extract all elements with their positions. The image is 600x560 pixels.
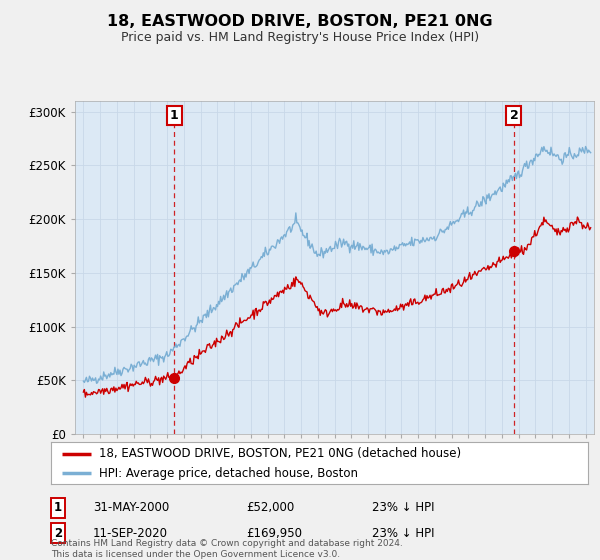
Text: 2: 2 [54,526,62,540]
Text: 18, EASTWOOD DRIVE, BOSTON, PE21 0NG (detached house): 18, EASTWOOD DRIVE, BOSTON, PE21 0NG (de… [100,447,461,460]
Text: 23% ↓ HPI: 23% ↓ HPI [372,526,434,540]
Text: Price paid vs. HM Land Registry's House Price Index (HPI): Price paid vs. HM Land Registry's House … [121,31,479,44]
Text: £52,000: £52,000 [246,501,294,515]
Text: 11-SEP-2020: 11-SEP-2020 [93,526,168,540]
Text: 31-MAY-2000: 31-MAY-2000 [93,501,169,515]
Text: 1: 1 [170,109,178,122]
Text: Contains HM Land Registry data © Crown copyright and database right 2024.
This d: Contains HM Land Registry data © Crown c… [51,539,403,559]
Text: 2: 2 [509,109,518,122]
Text: 18, EASTWOOD DRIVE, BOSTON, PE21 0NG: 18, EASTWOOD DRIVE, BOSTON, PE21 0NG [107,14,493,29]
Text: HPI: Average price, detached house, Boston: HPI: Average price, detached house, Bost… [100,466,358,479]
Text: 23% ↓ HPI: 23% ↓ HPI [372,501,434,515]
Text: 1: 1 [54,501,62,515]
Text: £169,950: £169,950 [246,526,302,540]
